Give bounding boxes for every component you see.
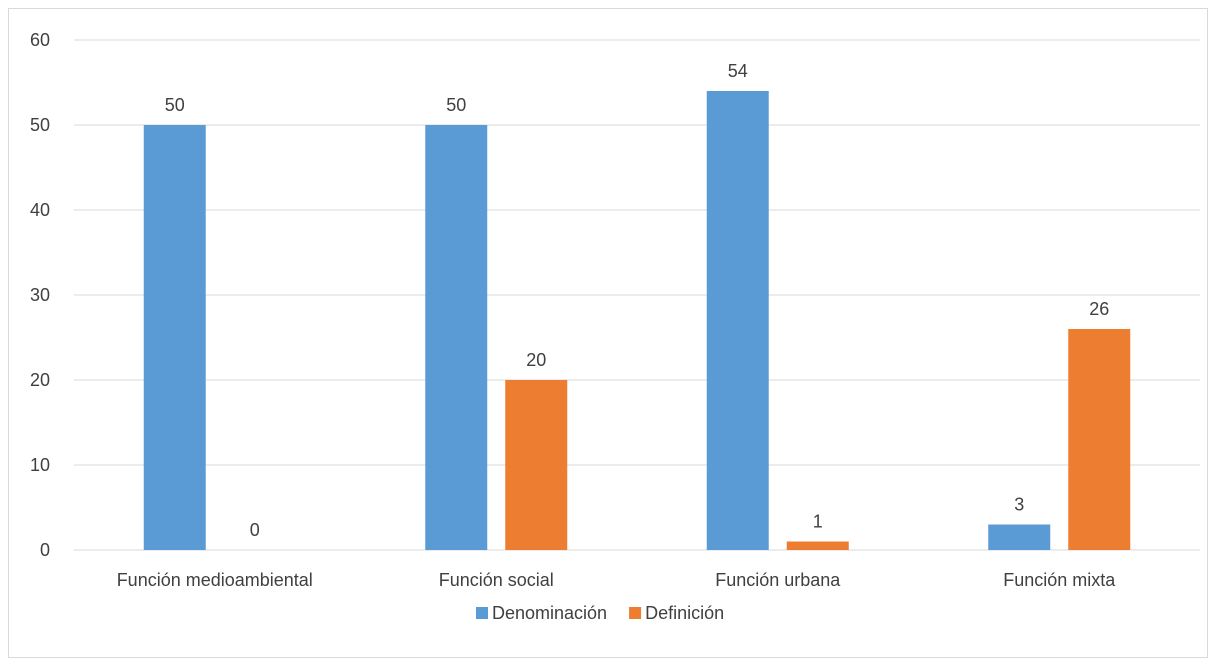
- data-label-definición-2: 1: [813, 512, 823, 532]
- data-labels: 50 0 50 20 54 1 3 26: [165, 61, 1110, 540]
- y-tick-label-20: 20: [30, 370, 50, 390]
- data-label-definición-1: 20: [526, 350, 546, 370]
- bar-definición-1: [505, 380, 568, 550]
- data-label-denominación-3: 3: [1014, 495, 1024, 515]
- y-tick-label-30: 30: [30, 285, 50, 305]
- y-tick-label-0: 0: [40, 540, 50, 560]
- bar-definición-2: [786, 541, 849, 550]
- x-tick-label-3: Función mixta: [1003, 570, 1116, 590]
- data-label-denominación-1: 50: [446, 95, 466, 115]
- y-axis: 0 10 20 30 40 50 60: [30, 30, 50, 560]
- y-tick-label-50: 50: [30, 115, 50, 135]
- legend-swatch-0: [476, 607, 488, 619]
- data-label-definición-0: 0: [250, 520, 260, 540]
- x-tick-label-2: Función urbana: [715, 570, 841, 590]
- x-axis: Función medioambiental Función social Func…: [117, 570, 1117, 590]
- y-tick-label-10: 10: [30, 455, 50, 475]
- data-label-definición-3: 26: [1089, 299, 1109, 319]
- y-tick-label-40: 40: [30, 200, 50, 220]
- bar-denominación-0: [143, 125, 206, 550]
- gridlines: [74, 39, 1200, 551]
- bar-denominación-2: [706, 91, 769, 550]
- x-tick-label-1: Función social: [439, 570, 554, 590]
- bar-denominación-3: [988, 524, 1051, 550]
- data-label-denominación-2: 54: [728, 61, 748, 81]
- legend-swatch-1: [629, 607, 642, 619]
- bar-definición-3: [1068, 329, 1131, 550]
- x-tick-label-0: Función medioambiental: [117, 570, 313, 590]
- legend-label-1: Definición: [645, 603, 724, 623]
- y-tick-label-60: 60: [30, 30, 50, 50]
- data-label-denominación-0: 50: [165, 95, 185, 115]
- bar-denominación-1: [425, 125, 488, 550]
- legend-label-0: Denominación: [492, 603, 607, 623]
- legend: Denominación Definición: [476, 603, 724, 623]
- bars: [143, 91, 1131, 550]
